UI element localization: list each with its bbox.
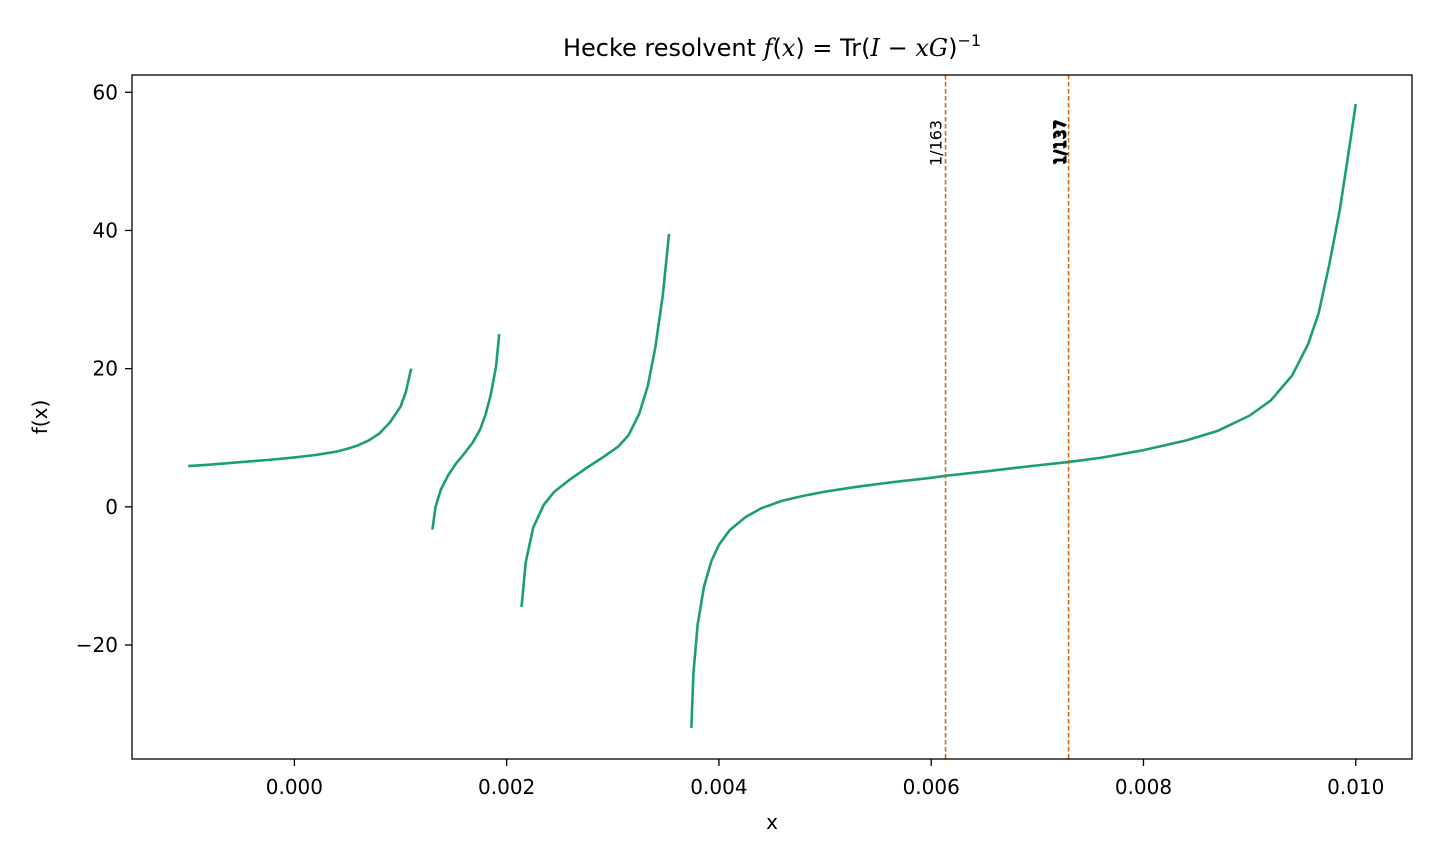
y-tick-label: 40: [93, 218, 118, 242]
x-tick-label: 0.008: [1115, 775, 1172, 799]
vline-label-1-1: 1/163: [927, 120, 946, 166]
axes-frame: [131, 74, 1413, 760]
y-axis-label: f(x): [28, 400, 52, 434]
x-tick-label: 0.000: [266, 775, 323, 799]
y-tick-label: 0: [105, 495, 118, 519]
y-tick-label: −20: [76, 633, 118, 657]
x-axis-label: x: [766, 810, 778, 834]
chart-title: Hecke resolvent f(x) = Tr(I − xG)−1: [563, 31, 981, 62]
series-line-1: [188, 368, 413, 468]
x-tick-label: 0.004: [690, 775, 747, 799]
x-tick-label: 0.006: [903, 775, 960, 799]
vline-label-2-4: 1/137: [1051, 119, 1070, 165]
series-line-2: [431, 333, 501, 530]
vline-label-2-1: 1/137: [1050, 120, 1069, 166]
vline-label-2-3: 1/137: [1051, 119, 1070, 165]
y-tick-label: 20: [93, 357, 118, 381]
series-line-4: [690, 103, 1358, 728]
series-line-3: [520, 233, 671, 608]
x-tick-label: 0.002: [478, 775, 535, 799]
x-tick-label: 0.010: [1327, 775, 1384, 799]
vline-label-2-2: 1/137: [1050, 119, 1069, 165]
y-tick-label: 60: [93, 80, 118, 104]
